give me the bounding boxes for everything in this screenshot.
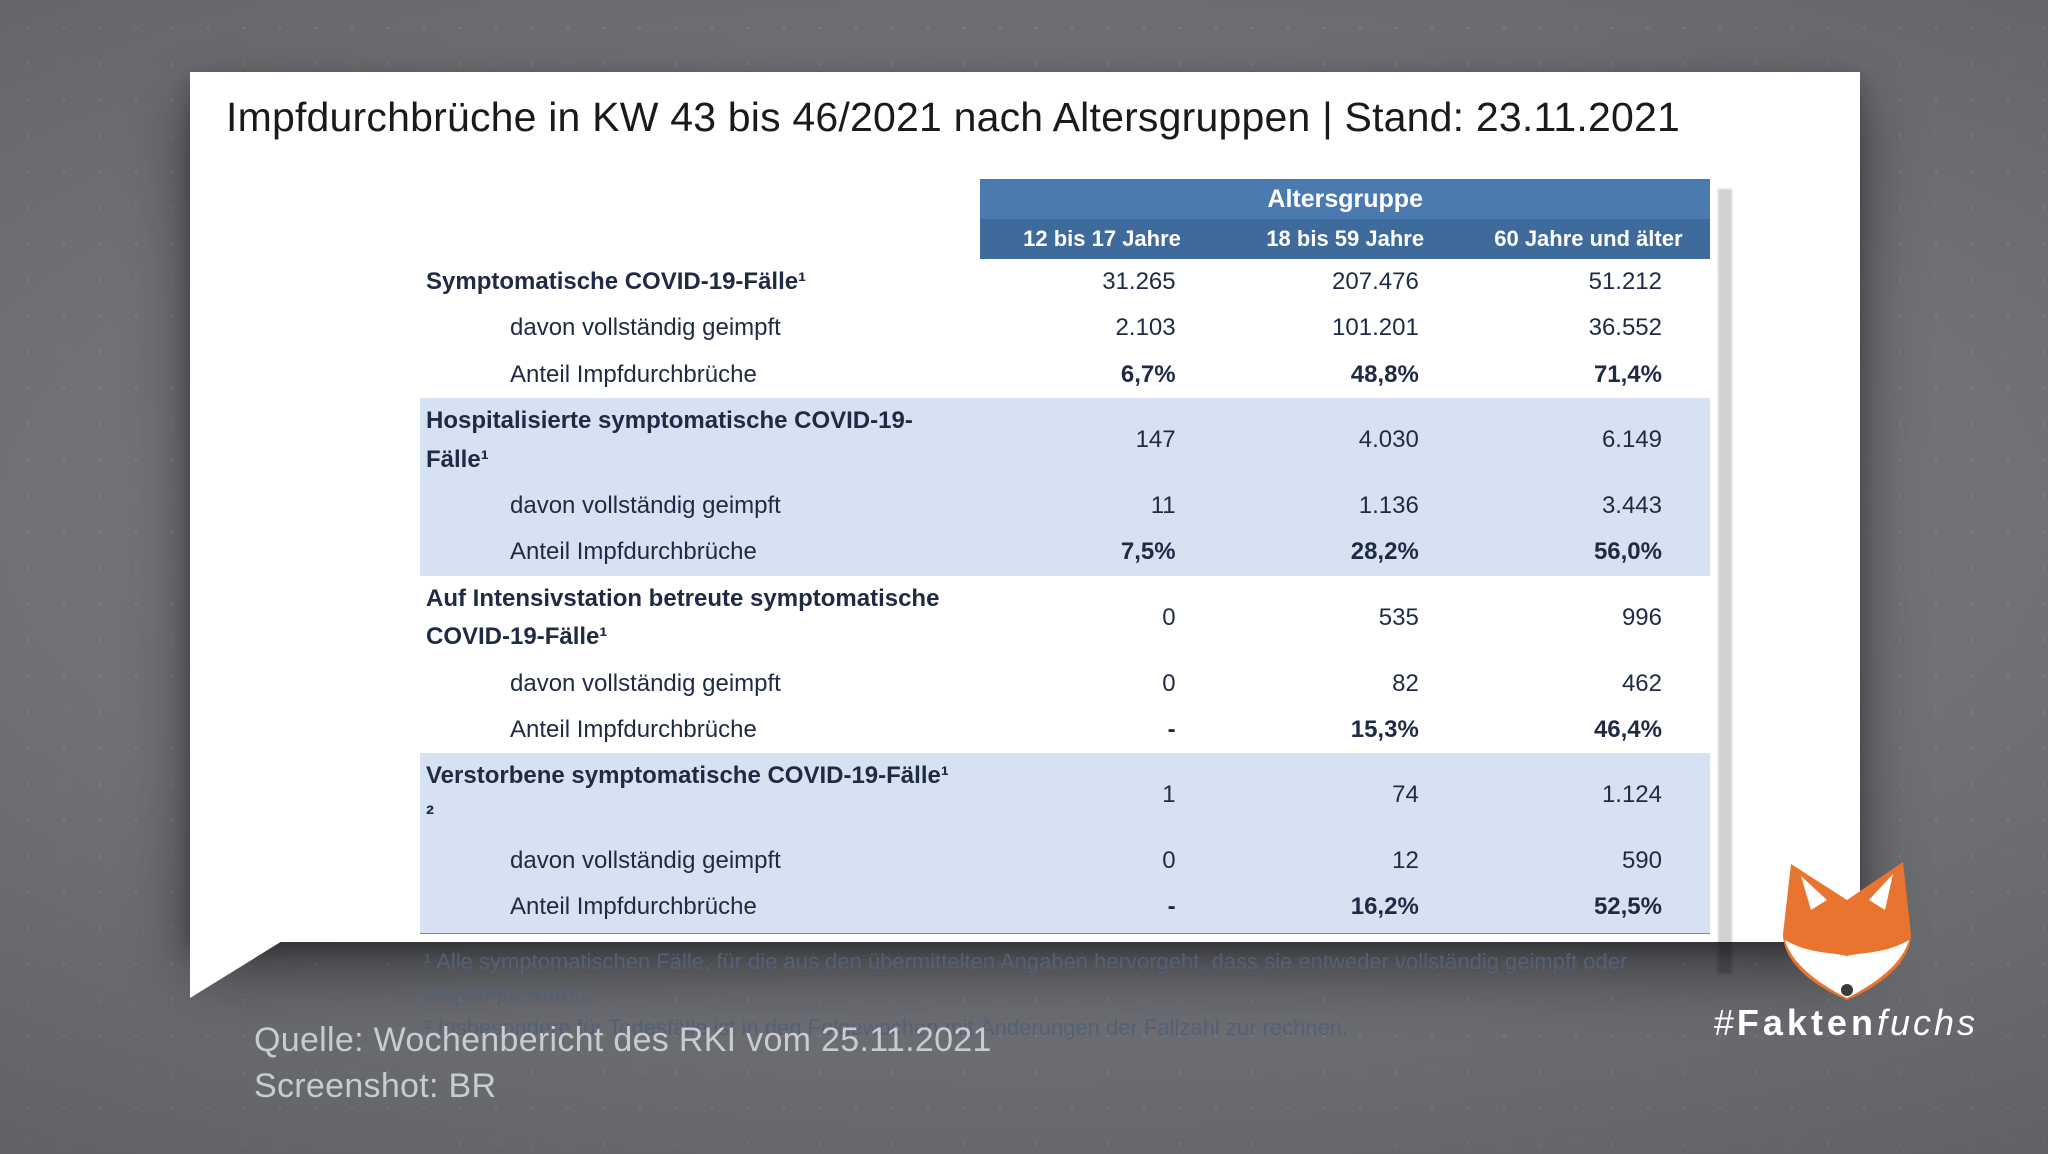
hashtag-symbol: # [1714,1002,1737,1043]
brand-logo: #Faktenfuchs [1714,856,1978,1044]
cell-pct: 56,0% [1467,529,1710,575]
sub-label: davon vollständig geimpft [420,661,980,707]
col-header-age-2: 60 Jahre und älter [1467,219,1710,259]
sub-label: Anteil Impfdurchbrüche [420,352,980,398]
sub-label: Anteil Impfdurchbrüche [420,884,980,933]
sub-label: davon vollständig geimpft [420,483,980,529]
content-card: Impfdurchbrüche in KW 43 bis 46/2021 nac… [190,72,1860,942]
sub-label: Anteil Impfdurchbrüche [420,707,980,753]
cell-sub: 82 [1224,661,1467,707]
fox-icon [1761,856,1931,1006]
page-title: Impfdurchbrüche in KW 43 bis 46/2021 nac… [190,72,1860,151]
cell-pct: 52,5% [1467,884,1710,933]
sub-label: davon vollständig geimpft [420,305,980,351]
col-header-age-1: 18 bis 59 Jahre [1224,219,1467,259]
cell-pct: 46,4% [1467,707,1710,753]
cell-sub: 2.103 [980,305,1223,351]
section-label: Symptomatische COVID-19-Fälle¹ [420,259,980,305]
footnote-1: ¹ Alle symptomatischen Fälle, für die au… [424,946,1650,1010]
cell-pct: - [980,884,1223,933]
cell-sub: 11 [980,483,1223,529]
hashtag-bold: Fakten [1737,1002,1877,1043]
section-label: Auf Intensivstation betreute symptomatis… [420,576,980,661]
source-line-2: Screenshot: BR [254,1064,992,1110]
cell-total: 1 [980,753,1223,838]
cell-sub: 462 [1467,661,1710,707]
cell-sub: 590 [1467,838,1710,884]
cell-total: 0 [980,576,1223,661]
cell-pct: 71,4% [1467,352,1710,398]
sub-label: davon vollständig geimpft [420,838,980,884]
table-region: Altersgruppe 12 bis 17 Jahre 18 bis 59 J… [420,179,1710,1044]
cell-total: 996 [1467,576,1710,661]
fox-nose [1841,984,1853,996]
source-attribution: Quelle: Wochenbericht des RKI vom 25.11.… [254,1018,992,1110]
cell-pct: 28,2% [1224,529,1467,575]
cell-pct: 6,7% [980,352,1223,398]
col-header-age-0: 12 bis 17 Jahre [980,219,1223,259]
cell-pct: 7,5% [980,529,1223,575]
cell-total: 207.476 [1224,259,1467,305]
cell-total: 535 [1224,576,1467,661]
source-line-1: Quelle: Wochenbericht des RKI vom 25.11.… [254,1018,992,1064]
cell-sub: 1.136 [1224,483,1467,529]
brand-hashtag: #Faktenfuchs [1714,1002,1978,1044]
hashtag-light: fuchs [1877,1002,1978,1043]
cell-total: 31.265 [980,259,1223,305]
cell-pct: 15,3% [1224,707,1467,753]
section-label: Verstorbene symptomatische COVID-19-Fäll… [420,753,980,838]
cell-sub: 3.443 [1467,483,1710,529]
data-table: Altersgruppe 12 bis 17 Jahre 18 bis 59 J… [420,179,1710,934]
cell-total: 1.124 [1467,753,1710,838]
cell-sub: 0 [980,838,1223,884]
age-group-header: Altersgruppe [980,179,1710,219]
blank-header [420,219,980,259]
cell-total: 6.149 [1467,398,1710,483]
section-label: Hospitalisierte symptomatische COVID-19-… [420,398,980,483]
cell-total: 51.212 [1467,259,1710,305]
blank-header [420,179,980,219]
cell-total: 74 [1224,753,1467,838]
cell-sub: 12 [1224,838,1467,884]
cell-total: 4.030 [1224,398,1467,483]
cell-sub: 101.201 [1224,305,1467,351]
sub-label: Anteil Impfdurchbrüche [420,529,980,575]
cell-sub: 0 [980,661,1223,707]
cell-pct: 48,8% [1224,352,1467,398]
cell-sub: 36.552 [1467,305,1710,351]
cell-total: 147 [980,398,1223,483]
cell-pct: - [980,707,1223,753]
cell-pct: 16,2% [1224,884,1467,933]
